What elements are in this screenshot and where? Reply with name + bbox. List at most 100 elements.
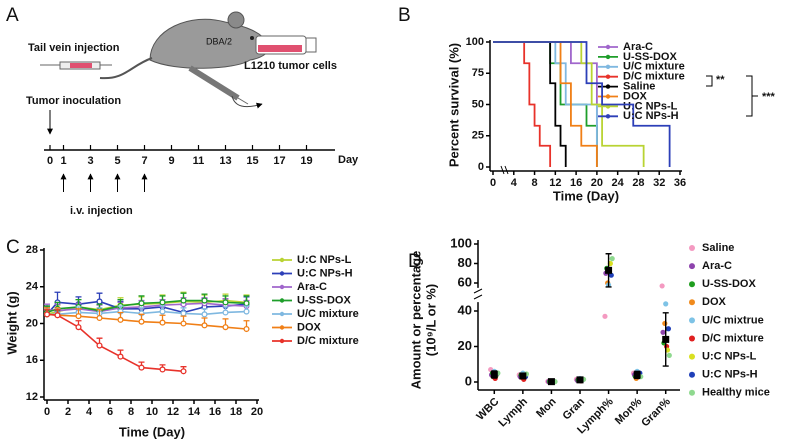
day-label: 5	[114, 155, 120, 167]
x-tick-label: 20	[251, 406, 263, 418]
data-point	[222, 324, 229, 331]
mean-marker	[576, 376, 584, 384]
y-tick-label: 0	[465, 373, 472, 388]
legend-marker	[689, 281, 695, 288]
data-point	[602, 313, 608, 319]
legend-marker	[279, 284, 285, 290]
legend-label: Healthy mice	[702, 387, 770, 399]
x-tick-label: Gran%	[639, 396, 673, 430]
y-tick-label: 24	[26, 281, 39, 293]
x-tick-label: Mon	[534, 395, 559, 420]
legend-label: DOX	[623, 90, 648, 102]
series-line	[46, 313, 184, 373]
x-tick-label: Lymph	[496, 395, 530, 429]
legend-marker	[605, 114, 611, 119]
mean-marker	[547, 378, 555, 386]
legend-label: Ara-C	[297, 281, 327, 293]
significance: ***	[762, 91, 776, 103]
data-point	[138, 300, 145, 307]
data-point	[243, 300, 250, 307]
panel-label: C	[6, 237, 20, 258]
legend-marker	[279, 311, 285, 317]
legend-label: Saline	[702, 242, 734, 254]
injection-label: i.v. injection	[70, 205, 133, 217]
x-tick-label: 14	[188, 406, 201, 418]
legend-label: DOX	[297, 321, 322, 333]
data-point	[138, 364, 145, 371]
data-point	[43, 311, 51, 318]
data-point	[75, 324, 82, 331]
data-point	[96, 342, 103, 349]
legend-label: U:C NPs-L	[702, 351, 757, 363]
legend-marker	[689, 335, 695, 342]
data-point	[663, 301, 669, 307]
legend-label: U-SS-DOX	[623, 51, 677, 63]
legend-label: U:C NPs-L	[297, 254, 352, 266]
legend-label: U:C NPs-H	[623, 110, 679, 122]
legend-label: U-SS-DOX	[297, 294, 351, 306]
panel-label: B	[398, 5, 411, 26]
y-tick-label: 0	[478, 161, 484, 173]
x-tick-label: 10	[146, 406, 158, 418]
cells-label: L1210 tumor cells	[244, 60, 337, 72]
data-point	[201, 311, 208, 318]
data-point	[138, 318, 145, 325]
data-point	[666, 352, 672, 358]
day-label: 15	[246, 155, 258, 167]
survival-curve	[493, 41, 645, 167]
legend-marker	[689, 299, 695, 306]
x-tick-label: 0	[490, 177, 496, 189]
significance: **	[716, 74, 725, 86]
legend-marker	[279, 271, 285, 276]
data-point	[662, 320, 668, 327]
y-tick-label: 100	[450, 235, 472, 250]
data-point	[180, 368, 187, 375]
survival-curve	[493, 41, 567, 167]
legend-label: U/C mixtrue	[702, 314, 764, 326]
x-tick-label: 18	[230, 406, 242, 418]
y-axis-title: Amount or percentage	[408, 251, 423, 390]
inoculation-label: Tumor inoculation	[26, 95, 121, 107]
data-point	[54, 312, 61, 319]
axis-break	[500, 165, 509, 175]
data-point	[96, 314, 103, 322]
x-axis-title: Time (Day)	[119, 424, 185, 439]
legend-label: U:C NPs-H	[297, 267, 353, 279]
y-axis-title: Weight (g)	[4, 291, 19, 354]
mean-marker	[633, 371, 641, 379]
legend-marker	[605, 54, 611, 60]
x-tick-label: 12	[549, 177, 561, 189]
legend-marker	[605, 74, 611, 79]
data-point	[159, 299, 166, 306]
y-tick-label: 100	[466, 36, 484, 48]
day-label: 3	[87, 155, 93, 167]
x-tick-label: 16	[570, 177, 582, 189]
legend-label: Ara-C	[623, 41, 653, 53]
day-label: 0	[47, 155, 53, 167]
day-label: 11	[193, 155, 205, 167]
x-tick-label: 6	[107, 406, 113, 418]
data-point	[660, 329, 666, 335]
day-label: 9	[168, 155, 174, 167]
survival-curve	[493, 41, 552, 167]
y-tick-label: 25	[472, 130, 484, 142]
legend-label: Saline	[623, 81, 655, 93]
y-axis-title: Percent survival (%)	[446, 43, 461, 167]
data-point	[609, 256, 615, 262]
data-point	[201, 297, 208, 304]
timeline-unit: Day	[338, 154, 359, 166]
legend-marker	[689, 317, 695, 324]
x-tick-label: 8	[531, 177, 537, 189]
strain-label: DBA/2	[206, 36, 232, 46]
legend-marker	[689, 263, 695, 270]
mean-marker	[519, 372, 527, 380]
x-tick-label: 4	[511, 177, 518, 189]
legend-label: DOX	[702, 296, 727, 308]
x-tick-label: 36	[674, 177, 686, 189]
x-tick-label: 4	[86, 406, 93, 418]
legend-label: D/C mixture	[297, 335, 359, 347]
day-label: 19	[300, 155, 312, 167]
y-tick-label: 28	[26, 244, 38, 256]
